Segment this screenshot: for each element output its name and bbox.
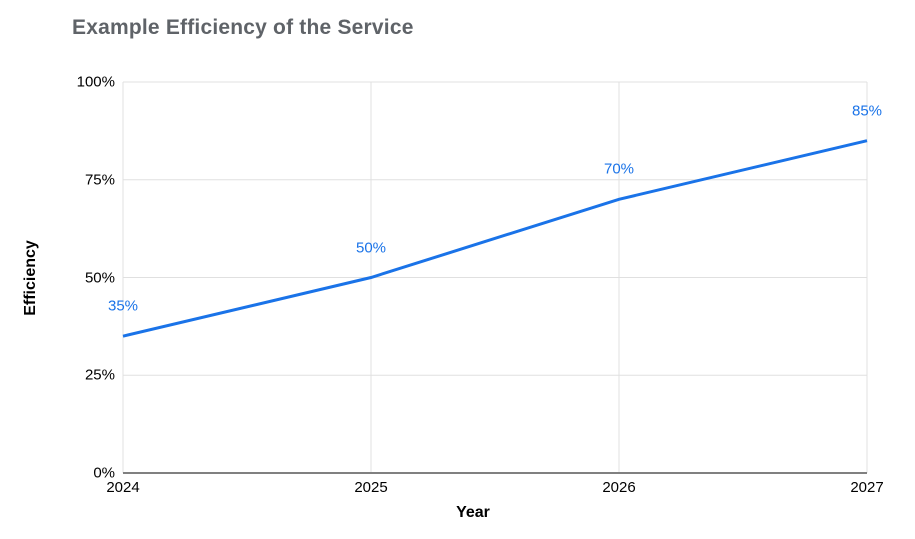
y-tick-label: 100% xyxy=(76,73,115,91)
series-line-efficiency xyxy=(122,139,868,338)
x-tick-label: 2025 xyxy=(354,479,388,496)
data-point-label: 85% xyxy=(851,102,883,120)
x-tick-label: 2024 xyxy=(106,479,140,496)
x-axis-title: Year xyxy=(456,504,490,521)
data-point-label: 35% xyxy=(107,297,139,315)
x-tick-label: 2027 xyxy=(850,479,884,496)
y-tick-label: 0% xyxy=(93,464,115,482)
data-point-label: 50% xyxy=(355,239,387,256)
y-tick-label: 25% xyxy=(84,366,115,384)
y-tick-label: 75% xyxy=(84,171,115,189)
y-axis-title: Efficiency xyxy=(22,240,39,316)
x-tick-label: 2026 xyxy=(602,479,636,496)
y-tick-label: 50% xyxy=(84,269,115,286)
data-point-label: 70% xyxy=(603,160,635,178)
chart-title: Example Efficiency of the Service xyxy=(72,16,414,39)
